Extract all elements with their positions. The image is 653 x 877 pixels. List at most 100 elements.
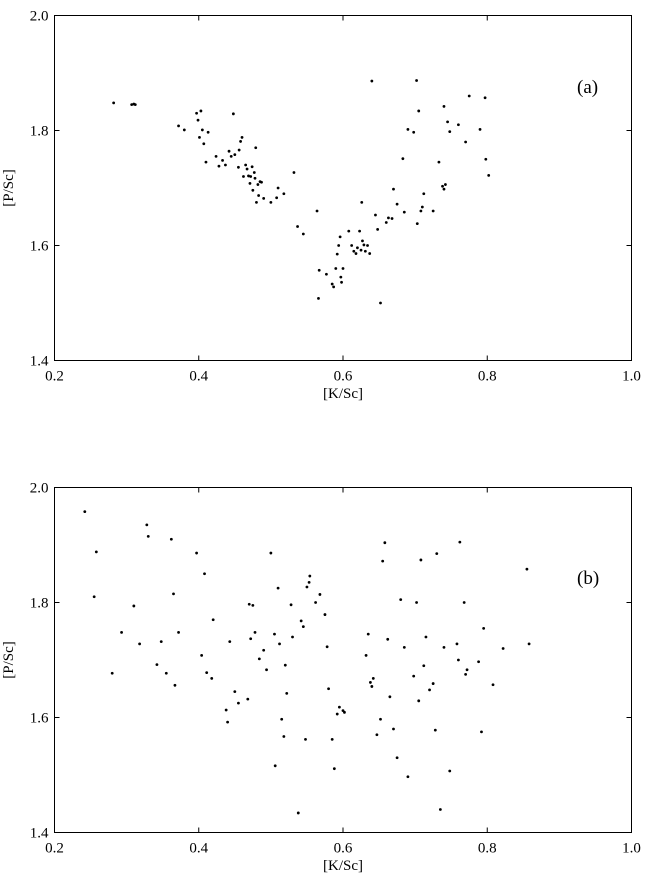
data-point: [482, 626, 486, 630]
data-point: [350, 244, 354, 247]
data-point: [249, 175, 253, 178]
data-point: [276, 586, 280, 590]
data-point: [282, 192, 286, 196]
data-point: [120, 631, 123, 634]
data-point: [455, 642, 459, 646]
data-point: [433, 728, 437, 732]
data-point: [417, 109, 421, 113]
data-point: [292, 171, 296, 174]
x-tick-label: 0.4: [189, 841, 208, 857]
data-point: [307, 580, 311, 584]
data-point: [431, 209, 435, 213]
data-point: [289, 603, 293, 607]
data-point: [477, 660, 480, 664]
data-point: [362, 243, 366, 247]
data-point: [431, 682, 435, 685]
panel-b-y-axis-label: [P/Sc]: [1, 641, 17, 679]
data-point: [251, 188, 255, 192]
data-point: [260, 180, 263, 184]
data-point: [419, 209, 423, 213]
data-point: [330, 737, 334, 741]
data-point: [242, 175, 245, 178]
data-point: [239, 140, 242, 143]
data-point: [317, 268, 321, 272]
data-point: [422, 192, 426, 196]
data-point: [252, 171, 256, 174]
data-point: [356, 246, 359, 250]
panel-a-points: [112, 79, 491, 305]
data-point: [435, 552, 439, 556]
data-point: [412, 674, 416, 678]
data-point: [226, 720, 230, 724]
data-point: [249, 637, 253, 641]
data-point: [182, 128, 186, 132]
x-tick-label: 1.0: [622, 841, 641, 857]
data-point: [269, 551, 273, 555]
data-point: [402, 210, 406, 214]
data-point: [228, 640, 232, 643]
data-point: [359, 248, 363, 252]
data-point: [420, 205, 424, 209]
data-point: [330, 282, 334, 286]
data-point: [254, 146, 258, 150]
data-point: [379, 717, 382, 721]
data-point: [130, 103, 134, 107]
panel-a: 0.2 0.4 0.6 0.8 1.0 1.4 1.6 1.8 2.0 [K/Sc] [P/Sc…: [1, 9, 641, 403]
data-point: [415, 601, 418, 604]
data-point: [224, 708, 228, 712]
data-point: [419, 558, 423, 562]
data-point: [332, 767, 336, 771]
data-point: [198, 136, 201, 139]
data-point: [464, 140, 468, 144]
data-point: [195, 551, 198, 555]
data-point: [465, 668, 469, 672]
data-point: [301, 232, 305, 236]
data-point: [276, 186, 280, 190]
x-tick-label: 0.2: [45, 841, 64, 857]
data-point: [401, 157, 405, 161]
data-point: [138, 642, 142, 646]
data-point: [253, 176, 257, 180]
data-point: [448, 769, 452, 773]
data-point: [237, 148, 241, 152]
panel-b-label: (b): [577, 568, 599, 589]
data-point: [299, 619, 303, 623]
data-point: [265, 668, 268, 672]
data-point: [386, 637, 390, 641]
data-point: [383, 541, 387, 545]
data-point: [464, 672, 468, 676]
data-point: [480, 730, 483, 734]
panel-b-x-axis-label: [K/Sc]: [323, 858, 363, 874]
data-point: [368, 252, 372, 255]
y-tick-label: 1.6: [30, 239, 49, 255]
panel-b-points: [83, 510, 531, 815]
data-point: [412, 130, 416, 134]
y-tick-label: 1.6: [30, 711, 49, 727]
data-point: [301, 625, 305, 629]
data-point: [417, 699, 421, 703]
data-point: [384, 221, 388, 224]
x-tick-label: 1.0: [622, 369, 641, 385]
data-point: [388, 695, 392, 699]
y-tick-label: 2.0: [30, 9, 49, 25]
data-point: [173, 683, 177, 687]
data-point: [501, 647, 505, 650]
data-point: [172, 592, 175, 596]
data-point: [379, 301, 382, 305]
data-point: [291, 635, 294, 639]
data-point: [255, 200, 258, 204]
data-point: [406, 127, 410, 131]
panel-a-x-axis-label: [K/Sc]: [323, 386, 363, 402]
data-point: [211, 618, 215, 622]
data-point: [360, 200, 364, 204]
data-point: [237, 165, 240, 169]
data-point: [206, 130, 210, 134]
data-point: [233, 690, 237, 694]
data-point: [285, 691, 289, 695]
data-point: [305, 585, 309, 589]
data-point: [229, 154, 233, 158]
data-point: [487, 173, 491, 177]
data-point: [273, 632, 276, 636]
data-point: [428, 688, 431, 692]
